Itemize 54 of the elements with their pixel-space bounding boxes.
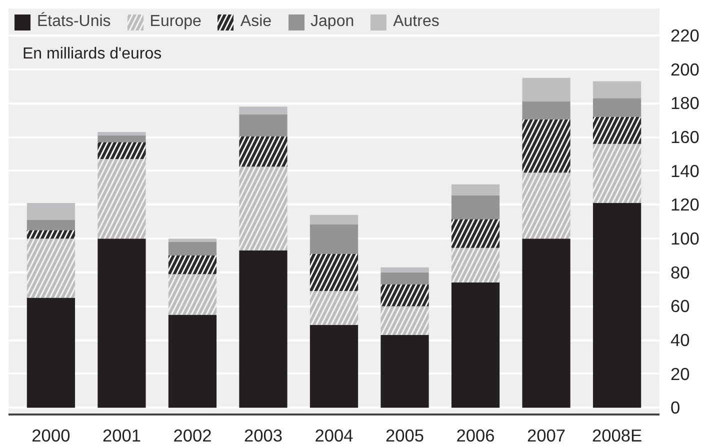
bar <box>592 98 642 117</box>
bar <box>451 282 500 408</box>
x-tick-label: 2007 <box>527 426 566 446</box>
bar <box>380 272 429 284</box>
bar <box>522 238 570 408</box>
x-tick-label: 2002 <box>173 426 212 446</box>
bar <box>310 224 358 254</box>
bar <box>451 184 500 196</box>
x-tick-label: 2000 <box>32 426 70 446</box>
bar <box>239 114 288 136</box>
bar <box>168 238 217 242</box>
bar <box>98 132 146 136</box>
y-tick-label: 100 <box>670 228 700 249</box>
y-tick-label: 20 <box>670 364 690 384</box>
bar <box>26 203 76 220</box>
y-tick-label: 80 <box>670 262 690 282</box>
bar <box>98 238 146 408</box>
bar <box>98 135 146 142</box>
bar <box>451 195 500 220</box>
legend-label: Asie <box>240 13 272 31</box>
legend-label: Japon <box>310 13 354 31</box>
y-tick-label: 0 <box>670 398 680 418</box>
y-tick-label: 140 <box>670 160 700 181</box>
y-tick-label: 200 <box>670 59 700 80</box>
y-tick-label: 180 <box>670 93 700 114</box>
bar <box>380 334 429 408</box>
bar <box>239 250 288 408</box>
bar <box>26 220 76 230</box>
x-tick-label: 2001 <box>102 426 142 446</box>
bar <box>26 298 76 408</box>
y-tick-label: 120 <box>670 194 700 215</box>
bar <box>239 106 288 114</box>
x-tick-label: 2003 <box>244 426 283 446</box>
y-tick-label: 60 <box>670 296 690 316</box>
x-tick-label: 2004 <box>314 426 354 446</box>
text: En milliards d'euros <box>22 46 162 63</box>
bar <box>380 267 429 272</box>
x-tick-label: 2005 <box>385 426 424 446</box>
bar <box>168 314 217 408</box>
x-tick-label: 2008E <box>592 426 642 446</box>
legend-label: Autres <box>393 13 440 31</box>
legend-label: États-Unis <box>37 13 111 31</box>
bar <box>310 214 358 224</box>
bar <box>522 78 570 102</box>
bar <box>310 324 358 408</box>
y-tick-label: 160 <box>670 127 700 148</box>
y-tick-label: 220 <box>670 26 700 46</box>
bar <box>168 242 217 256</box>
legend-label: Europe <box>150 13 202 31</box>
bar <box>592 81 642 98</box>
bar <box>522 102 570 120</box>
y-tick-label: 40 <box>670 330 690 350</box>
bar <box>592 203 642 408</box>
x-tick-label: 2006 <box>456 426 495 446</box>
